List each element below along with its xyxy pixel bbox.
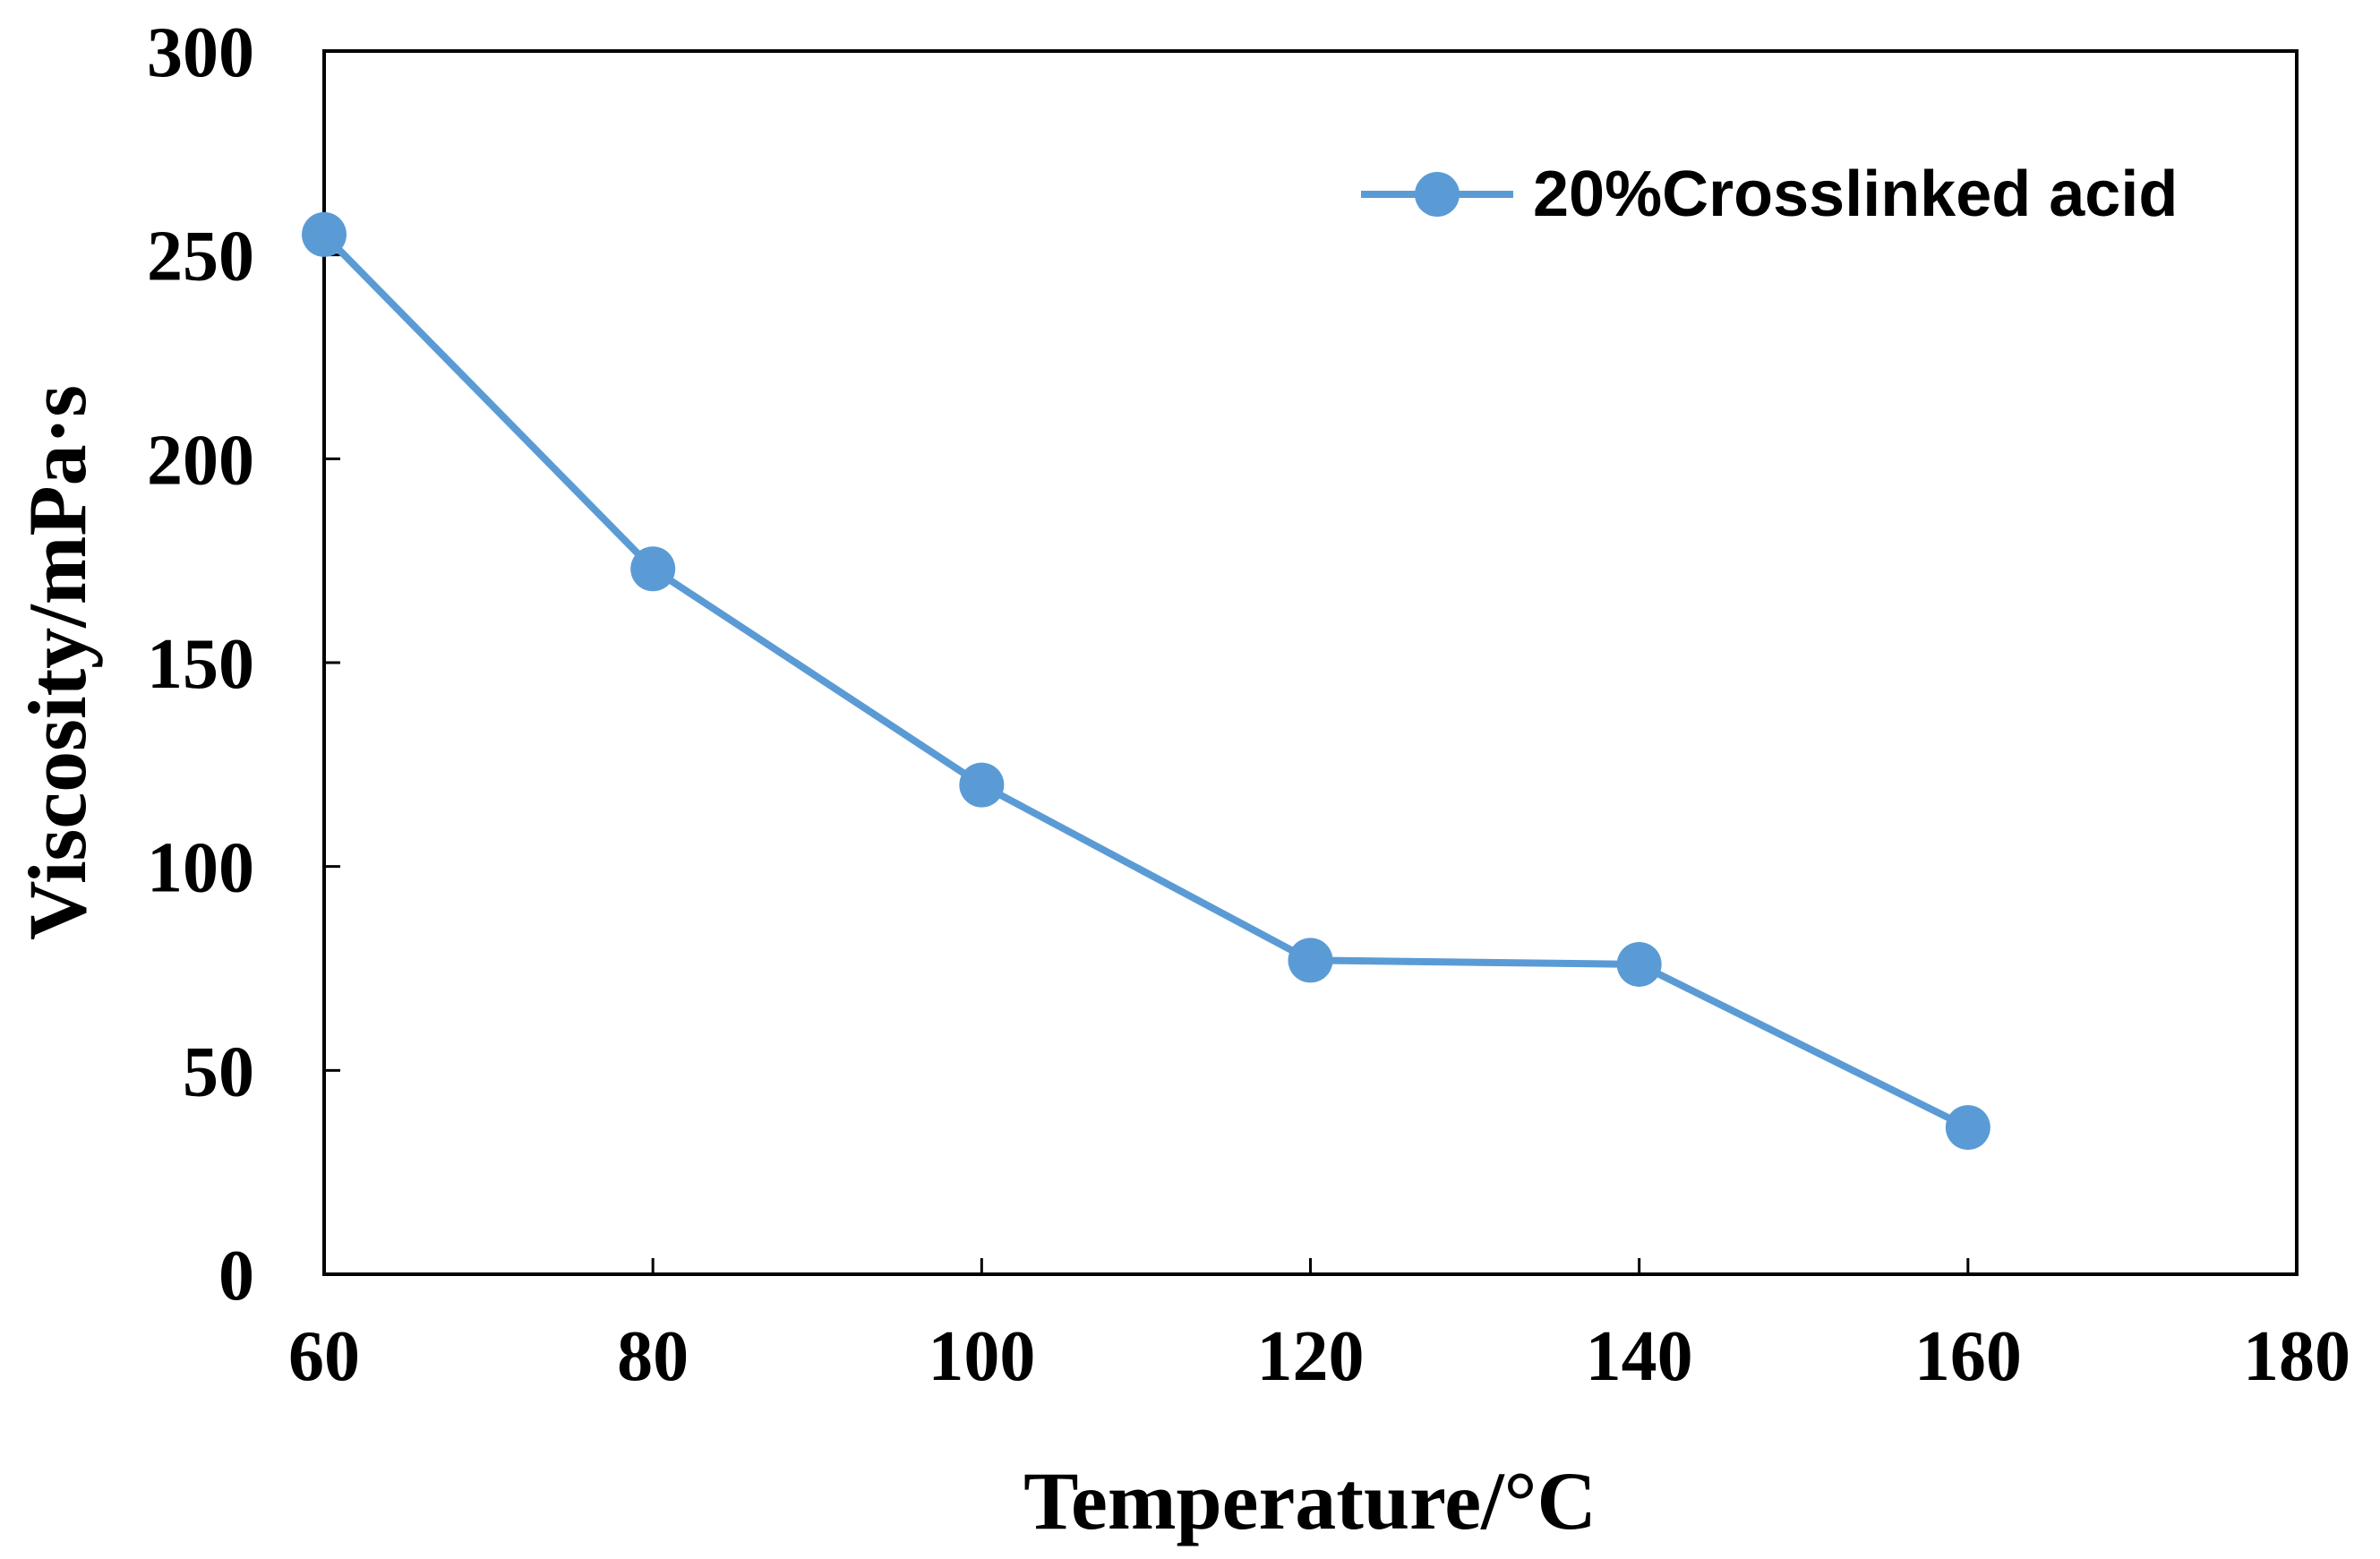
x-tick-label: 140 [1586,1317,1693,1396]
data-point [1288,938,1333,983]
data-point [630,546,676,592]
data-point [959,762,1005,808]
legend-marker-icon [1415,172,1460,217]
y-tick-label: 0 [218,1237,254,1315]
plot-area-frame [322,49,2299,1276]
y-tick-label: 150 [147,625,254,704]
x-axis-ticks: 60 80 100 120 140 160 180 [288,1258,2350,1396]
data-point [1616,941,1662,987]
y-tick-label: 200 [147,421,254,500]
x-axis-title: Temperature/°C [1023,1455,1597,1546]
y-tick-label: 50 [183,1032,254,1111]
x-tick-label: 160 [1914,1317,2022,1396]
data-point [302,211,347,257]
x-tick-label: 60 [288,1317,360,1396]
y-tick-label: 100 [147,829,254,908]
y-axis-title: Viscosity/mPa·s [12,385,103,940]
y-axis-ticks: 0 50 100 150 200 250 300 [147,13,340,1315]
series-layer [302,211,1990,1151]
series-line-0 [321,232,1970,1131]
y-tick-label: 300 [147,13,254,92]
x-tick-label: 80 [617,1317,689,1396]
legend: 20%Crosslinked acid [1361,158,2178,230]
x-tick-label: 180 [2243,1317,2350,1396]
data-point [1945,1105,1990,1151]
x-tick-label: 100 [928,1317,1035,1396]
x-tick-label: 120 [1257,1317,1365,1396]
legend-label: 20%Crosslinked acid [1533,158,2178,230]
y-tick-label: 250 [147,218,254,296]
